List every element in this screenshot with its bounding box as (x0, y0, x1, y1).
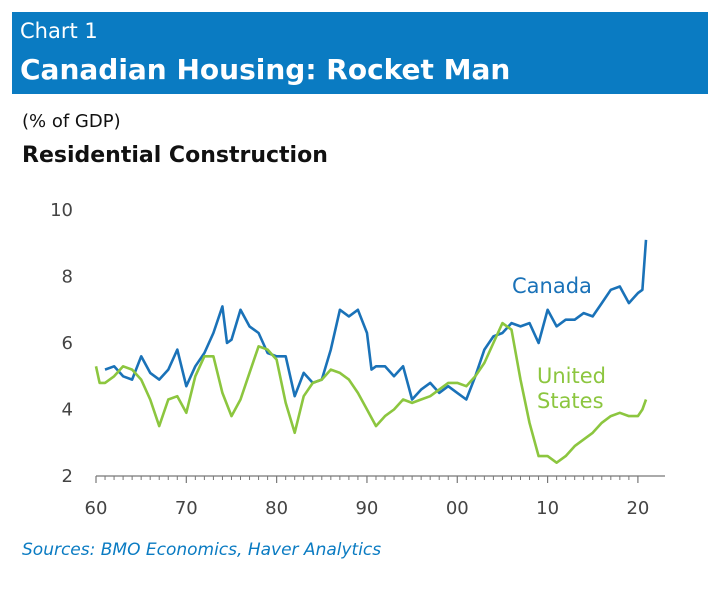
x-tick-label: 60 (85, 498, 108, 519)
axes: 60 70 80 90 00 10 20 2 4 6 8 10 (50, 200, 665, 519)
chart-number: Chart 1 (20, 19, 98, 43)
y-tick-label: 6 (62, 333, 73, 354)
series-label-canada: Canada (512, 274, 592, 298)
x-tick-label: 10 (536, 498, 559, 519)
x-tick-label: 20 (626, 498, 649, 519)
x-tick-label: 00 (446, 498, 469, 519)
chart-header-banner: Chart 1 Canadian Housing: Rocket Man (12, 12, 708, 94)
y-tick-label: 8 (62, 267, 73, 288)
chart-title: Canadian Housing: Rocket Man (20, 53, 511, 86)
y-tick-label: 10 (50, 200, 73, 221)
source-note: Sources: BMO Economics, Haver Analytics (22, 540, 382, 560)
x-tick-label: 90 (355, 498, 378, 519)
series-label-line: States (537, 389, 604, 413)
units-label: (% of GDP) (22, 111, 121, 132)
y-tick-label: 2 (62, 466, 73, 487)
series-label-line: United (537, 364, 606, 388)
series-group: Canada United States (94, 239, 648, 464)
x-tick-label: 70 (175, 498, 198, 519)
series-label-line: Canada (512, 274, 592, 298)
y-tick-label: 4 (62, 400, 73, 421)
series-label-united-states: United States (537, 364, 606, 413)
series-line-canada (104, 239, 648, 401)
x-tick-label: 80 (265, 498, 288, 519)
series-line-united-states (94, 321, 648, 464)
chart-subtitle: Residential Construction (22, 143, 328, 168)
